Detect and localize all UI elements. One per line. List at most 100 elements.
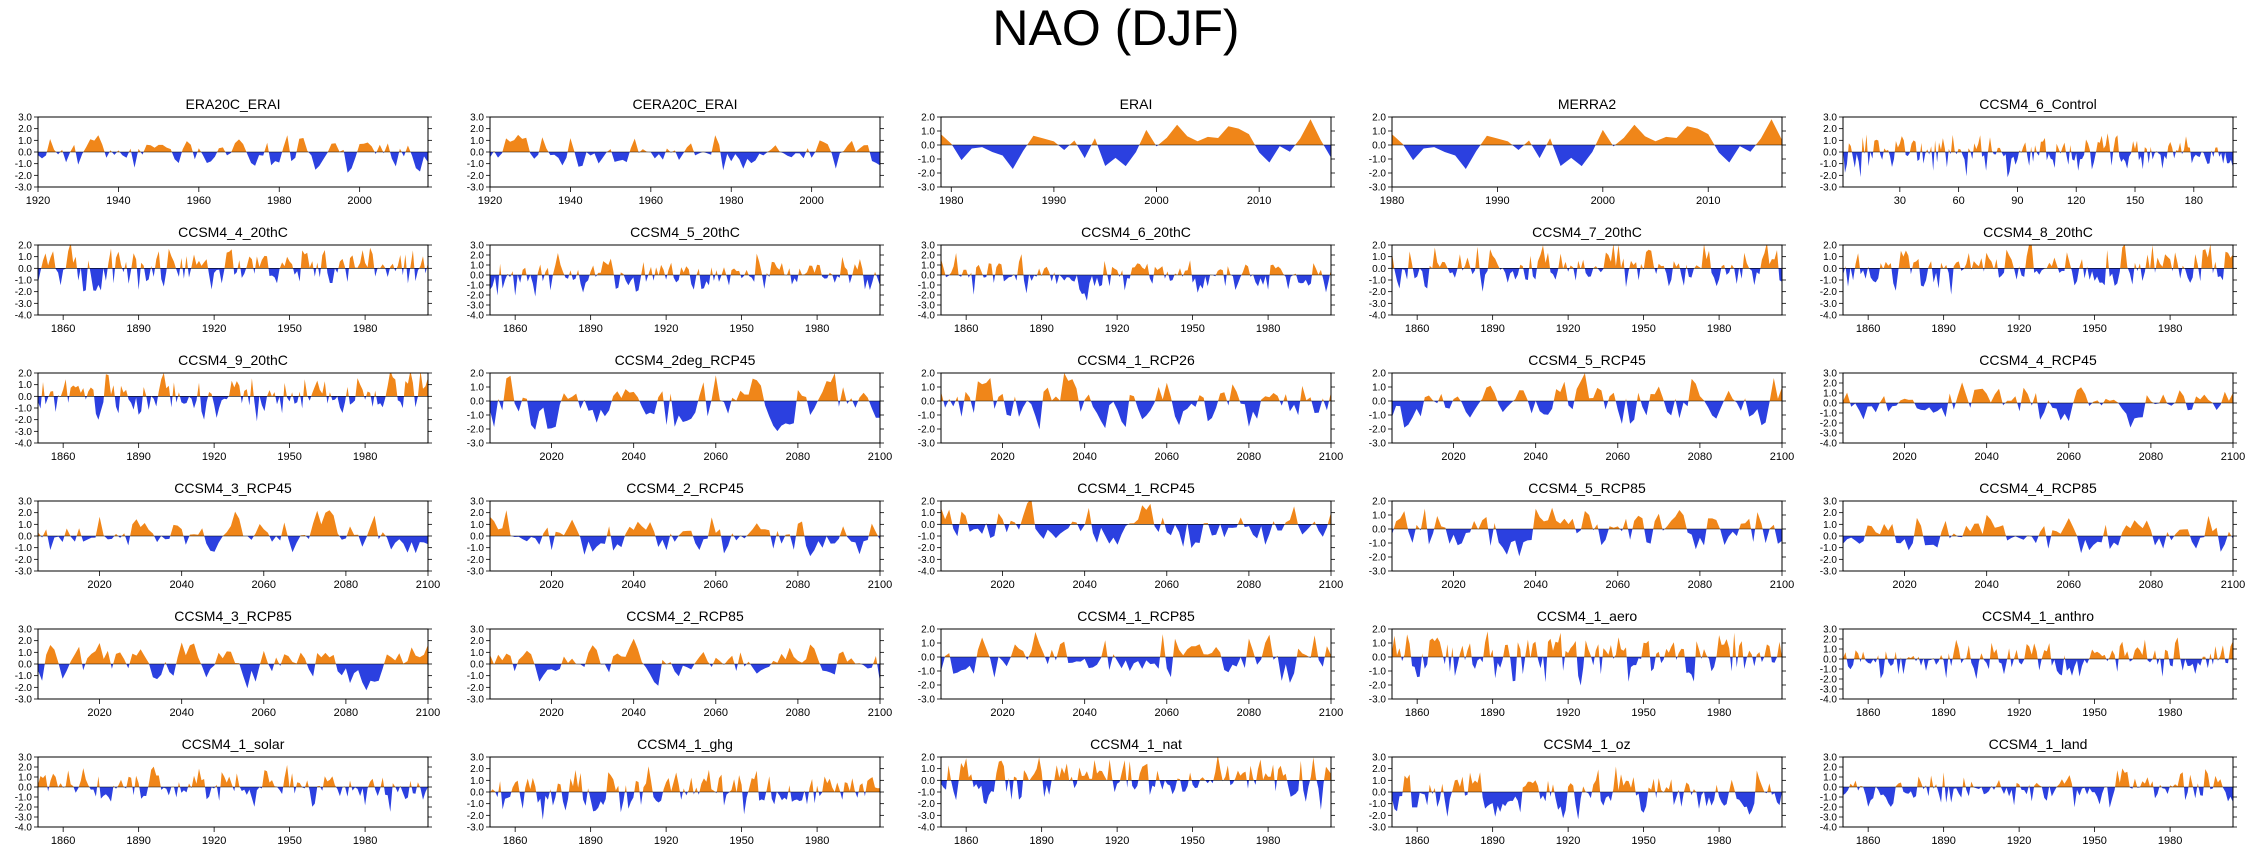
panel-title: CCSM4_1_solar bbox=[182, 736, 285, 752]
panel-title: ERA20C_ERAI bbox=[186, 96, 281, 112]
panel-title: CCSM4_1_aero bbox=[1537, 608, 1638, 624]
y-tick-label: -1.0 bbox=[467, 411, 485, 422]
x-tick-label: 1980 bbox=[805, 323, 829, 335]
y-tick-label: -2.0 bbox=[918, 543, 936, 554]
x-tick-label: 1860 bbox=[51, 451, 75, 463]
x-tick-label: 1950 bbox=[1180, 835, 1204, 847]
y-tick-label: -2.0 bbox=[15, 803, 33, 814]
y-tick-label: -3.0 bbox=[467, 567, 485, 578]
positive-area bbox=[490, 766, 880, 792]
y-tick-label: 1.0 bbox=[1823, 773, 1837, 784]
plot-frame bbox=[940, 372, 1332, 444]
y-tick-label: -1.0 bbox=[1820, 665, 1838, 676]
y-tick-label: 2.0 bbox=[921, 753, 935, 764]
y-tick-label: -3.0 bbox=[918, 439, 936, 450]
positive-area bbox=[38, 373, 428, 397]
nao-panel: CCSM4_1_solar 3.02.01.00.0-1.0-2.0-3.0-4.… bbox=[15, 736, 432, 847]
x-tick-label: 1950 bbox=[1631, 707, 1655, 719]
y-tick-label: -2.0 bbox=[1369, 553, 1387, 564]
y-tick-label: 1.0 bbox=[1372, 252, 1386, 263]
plot-frame bbox=[940, 500, 1332, 572]
x-tick-label: 2040 bbox=[1974, 579, 1998, 591]
x-tick-label: 2020 bbox=[539, 579, 563, 591]
y-tick-label: -1.0 bbox=[467, 799, 485, 810]
y-tick-label: -4.0 bbox=[1369, 311, 1387, 322]
positive-area bbox=[1843, 514, 2233, 536]
nao-panel: CCSM4_8_20thC 2.01.00.0-1.0-2.0-3.0-4.0 18… bbox=[1820, 224, 2237, 335]
y-tick-label: 0.0 bbox=[1823, 148, 1837, 159]
x-tick-label: 1950 bbox=[1631, 323, 1655, 335]
y-tick-label: 1.0 bbox=[1372, 383, 1386, 394]
panel-title: CCSM4_4_RCP85 bbox=[1979, 480, 2097, 496]
x-tick-label: 2100 bbox=[868, 451, 892, 463]
plot-frame bbox=[1391, 372, 1783, 444]
x-tick-label: 1980 bbox=[1256, 835, 1280, 847]
y-tick-label: -4.0 bbox=[1820, 823, 1838, 834]
x-tick-label: 1890 bbox=[1931, 707, 1955, 719]
nao-panel: CCSM4_3_RCP45 3.02.01.00.0-1.0-2.0-3.0 202… bbox=[15, 480, 440, 591]
panel-title: CCSM4_5_RCP85 bbox=[1528, 480, 1646, 496]
negative-area bbox=[1392, 657, 1782, 686]
y-tick-label: 1.0 bbox=[921, 127, 935, 138]
positive-area bbox=[38, 245, 428, 269]
panel-title: CCSM4_4_20thC bbox=[178, 224, 288, 240]
y-tick-label: 3.0 bbox=[1823, 369, 1837, 380]
y-tick-label: 2.0 bbox=[1372, 764, 1386, 775]
y-tick-label: -3.0 bbox=[918, 555, 936, 566]
x-tick-label: 2040 bbox=[169, 579, 193, 591]
y-tick-label: -2.0 bbox=[918, 425, 936, 436]
y-tick-label: 0.0 bbox=[921, 397, 935, 408]
plot-frame bbox=[1842, 756, 2234, 828]
x-tick-label: 2080 bbox=[1688, 579, 1712, 591]
y-tick-label: -3.0 bbox=[1820, 299, 1838, 310]
panel-title: ERAI bbox=[1120, 96, 1153, 112]
y-tick-label: 1.0 bbox=[921, 383, 935, 394]
x-tick-label: 2080 bbox=[786, 707, 810, 719]
x-tick-label: 2080 bbox=[2139, 451, 2163, 463]
x-tick-label: 2100 bbox=[1770, 579, 1794, 591]
x-tick-label: 2060 bbox=[1155, 707, 1179, 719]
y-tick-label: 3.0 bbox=[18, 753, 32, 764]
y-tick-label: -1.0 bbox=[1369, 539, 1387, 550]
positive-area bbox=[1843, 245, 2233, 269]
negative-area bbox=[490, 275, 880, 297]
x-tick-label: 2080 bbox=[1237, 707, 1261, 719]
y-tick-label: 2.0 bbox=[18, 763, 32, 774]
positive-area bbox=[941, 632, 1331, 657]
positive-area bbox=[1843, 382, 2233, 403]
y-tick-label: -3.0 bbox=[918, 301, 936, 312]
y-tick-label: 0.0 bbox=[1372, 525, 1386, 536]
y-tick-label: 2.0 bbox=[921, 113, 935, 124]
panel-title: CERA20C_ERAI bbox=[632, 96, 737, 112]
y-tick-label: 0.0 bbox=[470, 397, 484, 408]
positive-area bbox=[1843, 637, 2233, 659]
x-tick-label: 1980 bbox=[939, 195, 963, 207]
x-tick-label: 1980 bbox=[2158, 835, 2182, 847]
plot-frame bbox=[1391, 244, 1783, 316]
positive-area bbox=[1843, 768, 2233, 787]
y-tick-label: -3.0 bbox=[1820, 183, 1838, 194]
y-tick-label: -1.0 bbox=[1820, 276, 1838, 287]
x-tick-label: 2020 bbox=[1892, 579, 1916, 591]
x-tick-label: 1860 bbox=[503, 323, 527, 335]
nao-panel: CCSM4_5_20thC 3.02.01.00.0-1.0-2.0-3.0-4.… bbox=[467, 224, 884, 335]
negative-area bbox=[941, 145, 1331, 169]
y-tick-label: 2.0 bbox=[1372, 497, 1386, 508]
y-tick-label: 2.0 bbox=[921, 251, 935, 262]
y-tick-label: -4.0 bbox=[15, 311, 33, 322]
x-tick-label: 2060 bbox=[704, 451, 728, 463]
x-tick-label: 1860 bbox=[51, 835, 75, 847]
x-tick-label: 1920 bbox=[478, 195, 502, 207]
y-tick-label: 0.0 bbox=[921, 520, 935, 531]
y-tick-label: 2.0 bbox=[1372, 369, 1386, 380]
y-tick-label: 0.0 bbox=[1372, 141, 1386, 152]
y-tick-label: 1.0 bbox=[1823, 520, 1837, 531]
x-tick-label: 1890 bbox=[1931, 835, 1955, 847]
x-tick-label: 2060 bbox=[2057, 451, 2081, 463]
y-tick-label: 2.0 bbox=[1823, 241, 1837, 252]
y-tick-label: -2.0 bbox=[1820, 555, 1838, 566]
x-tick-label: 1950 bbox=[2082, 835, 2106, 847]
y-tick-label: -3.0 bbox=[918, 695, 936, 706]
nao-panel: CCSM4_2deg_RCP45 2.0 1.0 0.0 -1.0 -2.0 -3.0 202… bbox=[467, 352, 892, 463]
